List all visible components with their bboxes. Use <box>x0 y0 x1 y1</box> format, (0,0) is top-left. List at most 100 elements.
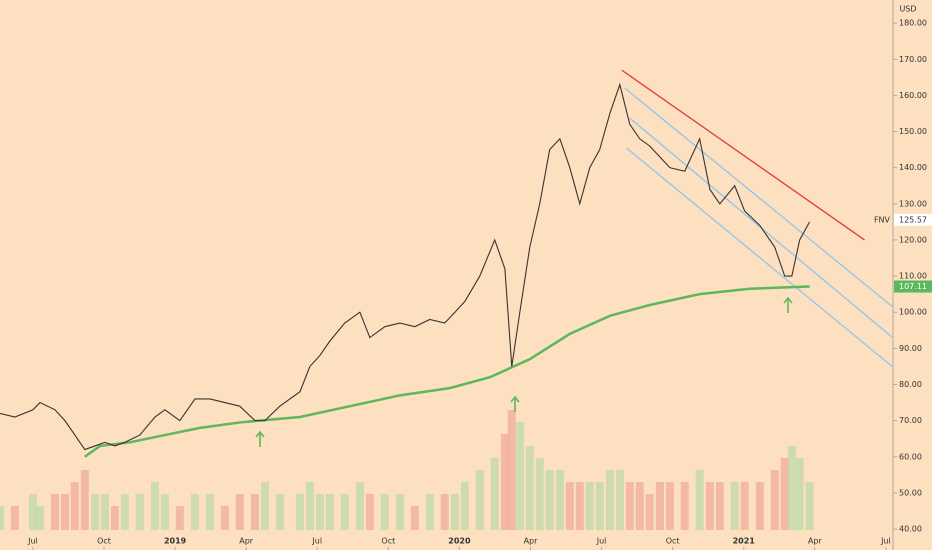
volume-bar <box>695 470 704 530</box>
volume-bar <box>805 482 814 530</box>
volume-bar <box>110 506 119 530</box>
volume-bar <box>355 482 364 530</box>
last-price-box <box>894 213 932 226</box>
volume-bar <box>787 446 796 530</box>
x-tick-label: Oct <box>381 537 395 546</box>
volume-bar <box>250 494 259 530</box>
y-tick-label: 70.00 <box>899 416 922 425</box>
volume-bar <box>645 494 654 530</box>
trendline <box>624 87 894 308</box>
x-tick-label: Apr <box>239 537 254 546</box>
y-tick-label: 140.00 <box>899 163 927 172</box>
volume-bar <box>635 482 644 530</box>
volume-bar <box>175 506 184 530</box>
volume-bar <box>315 494 324 530</box>
x-tick-label: Jul <box>27 537 38 546</box>
volume-bar <box>305 482 314 530</box>
volume-bar <box>780 458 789 530</box>
y-tick-label: 100.00 <box>899 308 927 317</box>
volume-bar <box>715 482 724 530</box>
volume-bar <box>425 494 434 530</box>
volume-bar <box>475 470 484 530</box>
arrow <box>783 296 793 313</box>
volume-bar <box>220 506 229 530</box>
y-tick-label: 50.00 <box>899 488 922 497</box>
x-tick-label: 2020 <box>448 537 471 546</box>
volume-bar <box>365 494 374 530</box>
volume-bar <box>28 494 37 530</box>
volume-bar <box>770 470 779 530</box>
volume-bar <box>740 482 749 530</box>
x-tick-label: Apr <box>524 537 539 546</box>
volume-bar <box>525 446 534 530</box>
volume-bar <box>395 494 404 530</box>
trendline <box>626 147 894 368</box>
volume-bar <box>755 482 764 530</box>
volume-bar <box>100 494 109 530</box>
y-tick-label: 180.00 <box>899 19 927 28</box>
volume-bar <box>625 482 634 530</box>
x-tick-label: Jul <box>596 537 607 546</box>
volume-bar <box>260 482 269 530</box>
volume-bar <box>80 470 89 530</box>
x-tick-label: 2019 <box>164 537 187 546</box>
y-tick-label: 60.00 <box>899 452 922 461</box>
volume-bar <box>235 494 244 530</box>
volume-bar <box>615 470 624 530</box>
price-line <box>0 82 811 451</box>
arrows <box>255 296 793 447</box>
volume-bar <box>150 482 159 530</box>
x-tick-label: Apr <box>808 537 823 546</box>
y-tick-label: 120.00 <box>899 235 927 244</box>
volume-bar <box>515 422 524 530</box>
y-tick-label: 160.00 <box>899 91 927 100</box>
arrow <box>510 395 520 412</box>
volume-bar <box>325 494 334 530</box>
volume-bar <box>705 482 714 530</box>
volume-bar <box>91 494 100 530</box>
volume-bar <box>545 470 554 530</box>
volume-bar <box>460 482 469 530</box>
volume-bar <box>507 410 516 530</box>
symbol-label: FNV <box>874 215 891 224</box>
x-tick-label: 2021 <box>733 537 756 546</box>
volume-bar <box>10 506 19 530</box>
last-price-label: 125.57 <box>899 215 927 224</box>
y-tick-label: 170.00 <box>899 55 927 64</box>
x-tick-label: Jul <box>311 537 322 546</box>
volume-bar <box>340 494 349 530</box>
x-tick-label: Oct <box>666 537 680 546</box>
volume-bar <box>585 482 594 530</box>
y-tick-label: 150.00 <box>899 127 927 136</box>
volume-bar <box>190 494 199 530</box>
ma-price-box <box>894 280 932 293</box>
volume-bar <box>595 482 604 530</box>
volume-bar <box>555 470 564 530</box>
x-tick-label: Oct <box>97 537 111 546</box>
y-tick-label: 130.00 <box>899 199 927 208</box>
volume-bar <box>575 482 584 530</box>
volume-bar <box>160 494 169 530</box>
volume-bar <box>410 506 419 530</box>
volume-bar <box>120 494 129 530</box>
volume-bar <box>36 506 45 530</box>
y-tick-label: 110.00 <box>899 272 927 281</box>
y-tick-label: 80.00 <box>899 380 922 389</box>
trendline <box>621 69 865 241</box>
volume-bar <box>730 482 739 530</box>
volume-bar <box>655 482 664 530</box>
moving-average <box>84 285 810 458</box>
volume-bar <box>680 482 689 530</box>
arrow <box>255 430 265 447</box>
volume-bar <box>490 458 499 530</box>
volume-bar <box>275 494 284 530</box>
volume-bar <box>665 482 674 530</box>
volume-bar <box>205 494 214 530</box>
volume-bar <box>135 494 144 530</box>
y-tick-label: 40.00 <box>899 525 922 534</box>
volume-bar <box>0 506 4 530</box>
volume-bar <box>535 458 544 530</box>
volume-bar <box>500 434 509 530</box>
